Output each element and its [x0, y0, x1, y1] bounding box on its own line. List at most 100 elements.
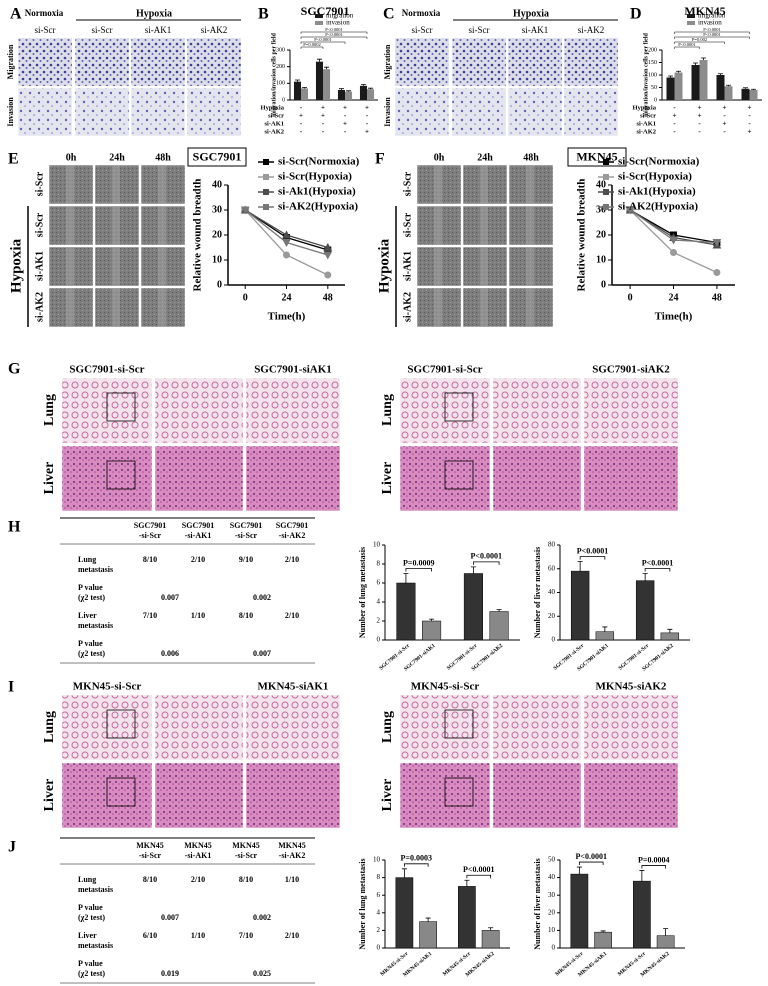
p-value: P<0.0001	[576, 852, 607, 861]
panel-label: F	[375, 151, 385, 168]
treatment-label: si-Scr	[640, 112, 656, 119]
bar	[458, 886, 476, 949]
x-tick-label: 0	[243, 292, 248, 303]
row-label: Lung	[380, 711, 395, 743]
panel-label: C	[383, 6, 395, 23]
bar	[337, 90, 345, 100]
table-cell: 8/10	[239, 611, 253, 620]
group-label: Hypoxia	[376, 238, 392, 293]
error-bar	[667, 628, 673, 633]
table-header: SGC7901	[134, 521, 166, 530]
table-header: SGC7901	[230, 521, 262, 530]
bar	[749, 90, 758, 100]
y-tick-label: 150	[648, 60, 657, 66]
transwell-image	[186, 87, 242, 137]
row-label: si-Scr	[34, 171, 45, 196]
row-label: Lung	[78, 875, 96, 884]
legend-swatch	[315, 14, 323, 18]
zoom-box	[106, 709, 136, 739]
column-label: si-Scr	[412, 25, 433, 35]
title-box	[187, 147, 247, 167]
bar	[691, 65, 700, 100]
table-cell: 6/10	[143, 931, 157, 940]
table-cell: 7/10	[143, 611, 157, 620]
treatment-mark: +	[698, 104, 702, 112]
column-label: si-Scr	[92, 25, 113, 35]
error-bar	[642, 573, 648, 581]
p-value: P<0.0001	[471, 552, 502, 561]
row-label: metastasis	[78, 941, 113, 950]
y-tick-label: 8	[377, 873, 381, 881]
treatment-mark: +	[673, 112, 677, 120]
row-label: Liver	[78, 611, 97, 620]
condition-label: Hypoxia	[513, 8, 549, 19]
p-value: P<0.0001	[642, 558, 673, 567]
table-cell: 1/10	[191, 611, 205, 620]
wound-gap	[66, 288, 74, 327]
legend-label: si-Scr(Hypoxia)	[618, 171, 692, 183]
y-tick-label: 300	[276, 47, 285, 53]
x-tick-label: 24	[669, 292, 679, 303]
panel-label: H	[8, 519, 21, 536]
column-label: si-AK2	[201, 25, 228, 35]
histology-image	[583, 762, 679, 829]
point	[713, 269, 721, 276]
histology-image	[154, 762, 244, 829]
error-bar	[360, 84, 366, 86]
error-bar	[639, 870, 645, 882]
legend-marker	[263, 204, 269, 210]
table-cell: 0.002	[253, 593, 271, 602]
row-label: Lung	[42, 711, 57, 743]
histology-image	[245, 762, 341, 829]
y-tick-label: 60	[548, 564, 556, 572]
significance-bracket	[674, 46, 700, 49]
histology-image	[492, 445, 582, 512]
treatment-mark: +	[321, 112, 325, 120]
treatment-mark: +	[723, 104, 727, 112]
error-bar	[470, 566, 476, 574]
error-bar	[577, 561, 583, 572]
group-title: MKN45-siAK1	[258, 681, 329, 693]
time-label: 0h	[66, 152, 77, 163]
treatment-mark: -	[723, 128, 726, 136]
table-header: MKN45	[232, 841, 260, 850]
row-label: si-Scr	[402, 212, 413, 237]
y-axis-label: Number of liver metastasis	[533, 858, 542, 949]
row-label: Invasion	[6, 97, 15, 127]
treatment-mark: -	[322, 120, 325, 128]
row-label: Liver	[380, 779, 395, 812]
wound-gap	[158, 206, 166, 245]
y-axis-label: Relative wound breadth	[576, 179, 588, 292]
point	[323, 242, 333, 251]
y-tick-label: 0	[217, 279, 222, 290]
bar	[594, 931, 612, 949]
wound-gap	[112, 165, 120, 204]
error-bar	[602, 626, 608, 632]
wound-gap	[480, 247, 488, 286]
zoom-box	[106, 460, 136, 490]
bar	[660, 632, 680, 641]
bar	[419, 921, 437, 949]
table-header: -si-AK2	[279, 851, 306, 860]
time-label: 0h	[434, 152, 445, 163]
y-tick-label: 4	[377, 908, 381, 916]
bar	[716, 75, 725, 100]
bar	[367, 89, 375, 100]
condition-label: Normoxia	[25, 8, 64, 18]
y-tick-label: 0	[282, 97, 285, 103]
column-label: si-AK1	[522, 25, 549, 35]
bar	[741, 88, 750, 100]
significance-bracket	[579, 556, 606, 560]
error-bar	[294, 79, 300, 82]
treatment-mark: +	[365, 128, 369, 136]
y-tick-label: 0	[377, 636, 381, 644]
bar	[674, 72, 683, 100]
p-value: P<0.0001	[703, 32, 720, 37]
table-header: -si-Scr	[139, 851, 162, 860]
error-bar	[663, 928, 669, 936]
treatment-mark: -	[723, 112, 726, 120]
y-tick-label: 20	[548, 908, 556, 916]
table-cell: 1/10	[191, 931, 205, 940]
y-tick-label: 80	[548, 541, 556, 549]
histology-image	[245, 694, 341, 761]
